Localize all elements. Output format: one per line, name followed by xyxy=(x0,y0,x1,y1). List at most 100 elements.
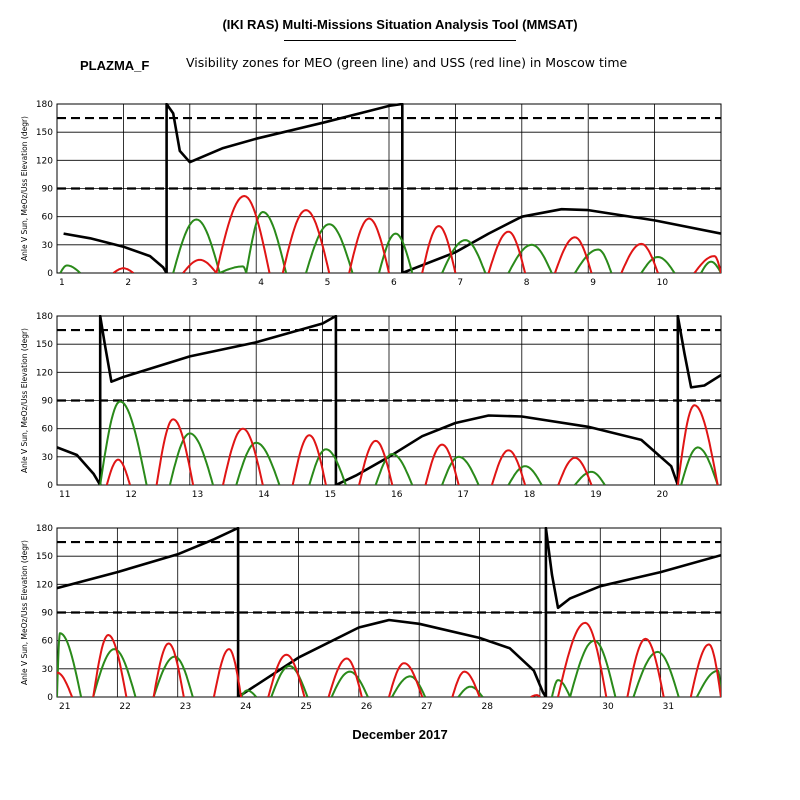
y-tick-label: 120 xyxy=(36,368,53,378)
uss-visibility-arc xyxy=(557,621,608,697)
chart-panel-1: 1 2 3 4 5 6 7 8 9 10 0 30 60 90 120 150 180 Anle V Sun, M… xyxy=(20,100,722,288)
chart-panel-3: 21 22 23 24 25 26 27 28 29 30 31 0 30 60 90 120 150 180 An… xyxy=(20,524,722,712)
x-tick-label: 15 xyxy=(325,490,336,500)
y-tick-label: 60 xyxy=(42,213,54,223)
meo-visibility-arc xyxy=(330,670,369,697)
x-tick-label: 11 xyxy=(59,490,70,500)
x-tick-label: 12 xyxy=(125,490,136,500)
x-tick-label: 3 xyxy=(192,278,198,288)
uss-visibility-arc xyxy=(676,404,719,485)
x-tick-label: 30 xyxy=(602,702,614,712)
y-tick-label: 0 xyxy=(47,693,53,703)
x-tick-label: 26 xyxy=(361,702,373,712)
meo-visibility-arc xyxy=(235,441,281,485)
x-tick-label: 14 xyxy=(258,490,270,500)
y-tick-label: 150 xyxy=(36,340,53,350)
x-tick-label: 10 xyxy=(657,278,669,288)
meo-visibility-arc xyxy=(99,400,148,485)
chart-subtitle: Visibility zones for MEO (green line) an… xyxy=(186,55,628,70)
x-tick-label: 1 xyxy=(59,278,65,288)
y-tick-label: 30 xyxy=(42,665,54,675)
meo-visibility-arc xyxy=(700,260,721,273)
x-tick-label: 29 xyxy=(542,702,554,712)
x-tick-label: 7 xyxy=(457,278,463,288)
meo-visibility-arc xyxy=(374,453,414,485)
sun-angle-line xyxy=(57,315,721,485)
uss-visibility-arc xyxy=(57,671,74,697)
chart-panel-2: 11 12 13 14 15 16 17 18 19 20 0 30 60 90 120 150 180 Anle… xyxy=(20,312,722,500)
series-group xyxy=(57,315,721,485)
x-tick-label: 16 xyxy=(391,490,403,500)
meo-visibility-arc xyxy=(640,256,676,273)
series-group xyxy=(59,103,721,273)
x-tick-label: 18 xyxy=(524,490,536,500)
uss-visibility-arc xyxy=(212,648,243,697)
uss-visibility-arc xyxy=(348,217,390,273)
uss-visibility-arc xyxy=(487,230,527,273)
y-tick-label: 90 xyxy=(42,397,54,407)
uss-visibility-arc xyxy=(92,634,128,697)
meo-visibility-arc xyxy=(219,265,248,273)
y-tick-label: 60 xyxy=(42,425,54,435)
x-tick-label: 31 xyxy=(663,702,674,712)
meo-visibility-arc xyxy=(172,218,221,273)
uss-visibility-arc xyxy=(451,670,481,697)
meo-visibility-arc xyxy=(92,648,137,697)
series-group xyxy=(57,527,721,697)
x-tick-label: 25 xyxy=(300,702,311,712)
x-tick-label: 19 xyxy=(590,490,602,500)
uss-visibility-arc xyxy=(424,443,460,485)
uss-visibility-arc xyxy=(215,195,271,273)
y-tick-label: 150 xyxy=(36,128,53,138)
meo-visibility-arc xyxy=(245,211,288,273)
meo-visibility-arc xyxy=(308,448,347,485)
uss-visibility-arc xyxy=(530,694,541,697)
uss-visibility-arc xyxy=(388,662,424,697)
meo-visibility-arc xyxy=(632,650,680,697)
x-tick-label: 17 xyxy=(457,490,468,500)
meo-visibility-arc xyxy=(574,470,606,485)
x-tick-label: 24 xyxy=(240,702,252,712)
uss-visibility-arc xyxy=(267,653,306,697)
meo-visibility-arc xyxy=(441,455,480,485)
x-tick-label: 21 xyxy=(59,702,70,712)
uss-visibility-arc xyxy=(620,242,659,273)
y-axis-label: Anle V Sun, MeOz/Uss Elevation (degr) xyxy=(20,540,29,685)
y-tick-label: 0 xyxy=(47,481,53,491)
meo-visibility-arc xyxy=(168,432,214,485)
uss-visibility-arc xyxy=(557,456,593,485)
uss-visibility-arc xyxy=(554,236,593,273)
meo-visibility-arc xyxy=(391,675,427,697)
uss-visibility-arc xyxy=(626,637,665,697)
uss-visibility-arc xyxy=(182,258,218,273)
y-tick-label: 180 xyxy=(36,312,53,322)
meo-visibility-arc xyxy=(305,223,354,273)
uss-visibility-arc xyxy=(291,434,327,485)
meo-visibility-arc xyxy=(441,239,487,273)
y-tick-label: 90 xyxy=(42,609,54,619)
uss-visibility-arc xyxy=(689,643,721,697)
meo-visibility-arc xyxy=(57,632,83,697)
y-axis-label: Anle V Sun, MeOz/Uss Elevation (degr) xyxy=(20,116,29,261)
meo-visibility-arc xyxy=(59,264,81,273)
y-tick-label: 120 xyxy=(36,580,53,590)
meo-visibility-arc xyxy=(240,689,257,697)
y-tick-label: 150 xyxy=(36,552,53,562)
x-tick-label: 4 xyxy=(258,278,264,288)
panel-frame xyxy=(56,315,722,486)
uss-visibility-arc xyxy=(281,209,331,273)
page-title: (IKI RAS) Multi-Missions Situation Analy… xyxy=(222,17,578,32)
meo-visibility-arc xyxy=(507,465,543,485)
x-tick-label: 5 xyxy=(325,278,331,288)
meo-visibility-arc xyxy=(551,679,572,697)
x-tick-label: 27 xyxy=(421,702,432,712)
x-tick-label: 23 xyxy=(180,702,191,712)
y-axis-label: Anle V Sun, MeOz/Uss Elevation (degr) xyxy=(20,328,29,473)
uss-visibility-arc xyxy=(421,225,457,273)
x-tick-label: 22 xyxy=(119,702,130,712)
y-tick-label: 30 xyxy=(42,241,54,251)
x-tick-label: 2 xyxy=(125,278,131,288)
y-tick-label: 0 xyxy=(47,269,53,279)
x-tick-label: 8 xyxy=(524,278,530,288)
